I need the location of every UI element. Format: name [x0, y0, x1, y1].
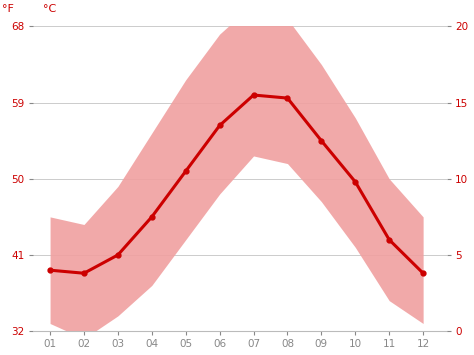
Text: °C: °C	[44, 4, 57, 14]
Text: °F: °F	[2, 4, 14, 14]
